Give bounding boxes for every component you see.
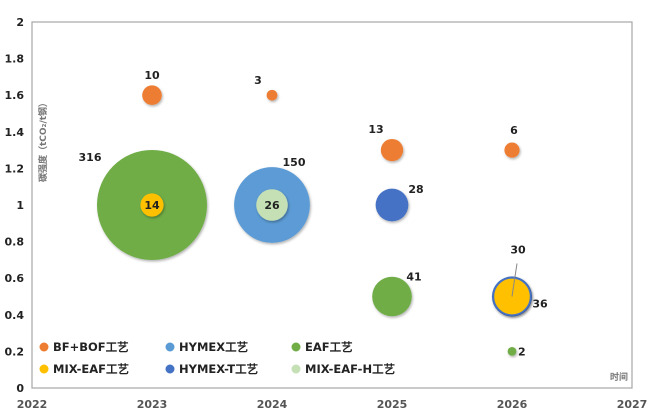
y-tick-label: 1 bbox=[16, 199, 24, 212]
data-label: 316 bbox=[79, 151, 102, 164]
y-tick-label: 0.4 bbox=[5, 309, 25, 322]
legend-label: HYMEX工艺 bbox=[179, 340, 248, 354]
legend-item: MIX-EAF-H工艺 bbox=[291, 362, 395, 376]
legend-marker bbox=[39, 364, 49, 374]
data-label: 150 bbox=[283, 156, 306, 169]
y-tick-label: 1.6 bbox=[5, 89, 25, 102]
legend-item: BF+BOF工艺 bbox=[39, 340, 129, 354]
data-label: 13 bbox=[368, 123, 383, 136]
legend-marker bbox=[39, 342, 49, 352]
bubble bbox=[507, 347, 517, 356]
y-tick-label: 1.8 bbox=[5, 53, 25, 66]
y-tick-label: 0.2 bbox=[5, 345, 25, 358]
legend-marker bbox=[165, 342, 175, 352]
legend-label: BF+BOF工艺 bbox=[53, 340, 129, 354]
legend-label: MIX-EAF工艺 bbox=[53, 362, 129, 376]
legend-item: MIX-EAF工艺 bbox=[39, 362, 129, 376]
data-label: 10 bbox=[144, 69, 160, 82]
y-axis-label: 碳强度（tCO₂/t钢） bbox=[37, 98, 49, 182]
x-tick-label: 2025 bbox=[377, 398, 408, 411]
data-label: 28 bbox=[408, 183, 423, 196]
bubble bbox=[504, 142, 520, 158]
legend-label: HYMEX-T工艺 bbox=[179, 362, 258, 376]
data-label: 3 bbox=[254, 74, 262, 87]
bubble bbox=[266, 89, 278, 101]
bubble bbox=[492, 277, 532, 316]
x-tick-label: 2026 bbox=[497, 398, 528, 411]
x-tick-label: 2022 bbox=[17, 398, 48, 411]
legend-label: MIX-EAF-H工艺 bbox=[305, 362, 395, 376]
bubble bbox=[372, 276, 412, 317]
bubble bbox=[380, 138, 404, 162]
data-label: 41 bbox=[406, 271, 421, 284]
bubble bbox=[375, 188, 409, 222]
y-tick-label: 0 bbox=[16, 382, 24, 395]
y-tick-label: 1.4 bbox=[5, 126, 25, 139]
x-tick-label: 2027 bbox=[617, 398, 648, 411]
y-tick-label: 0.6 bbox=[5, 272, 25, 285]
data-label: 14 bbox=[144, 199, 160, 212]
legend-label: EAF工艺 bbox=[305, 340, 353, 354]
x-tick-label: 2024 bbox=[257, 398, 288, 411]
data-label: 26 bbox=[264, 199, 280, 212]
y-tick-label: 1.2 bbox=[5, 162, 25, 175]
bubble bbox=[142, 85, 162, 105]
x-axis-label: 时间 bbox=[610, 371, 628, 383]
data-label: 30 bbox=[510, 244, 526, 257]
legend-item: HYMEX工艺 bbox=[165, 340, 248, 354]
data-label: 36 bbox=[532, 298, 548, 311]
legend-item: HYMEX-T工艺 bbox=[165, 362, 258, 376]
legend-marker bbox=[291, 342, 301, 352]
data-label: 2 bbox=[518, 345, 526, 358]
y-tick-label: 0.8 bbox=[5, 236, 25, 249]
bubble bbox=[256, 189, 288, 221]
y-tick-label: 2 bbox=[16, 16, 24, 29]
legend-item: EAF工艺 bbox=[291, 340, 353, 354]
leader-line bbox=[511, 263, 518, 297]
legend-marker bbox=[165, 364, 175, 374]
x-tick-label: 2023 bbox=[137, 398, 168, 411]
data-label: 6 bbox=[510, 124, 518, 137]
bubble bbox=[140, 193, 164, 217]
legend-marker bbox=[291, 364, 301, 374]
